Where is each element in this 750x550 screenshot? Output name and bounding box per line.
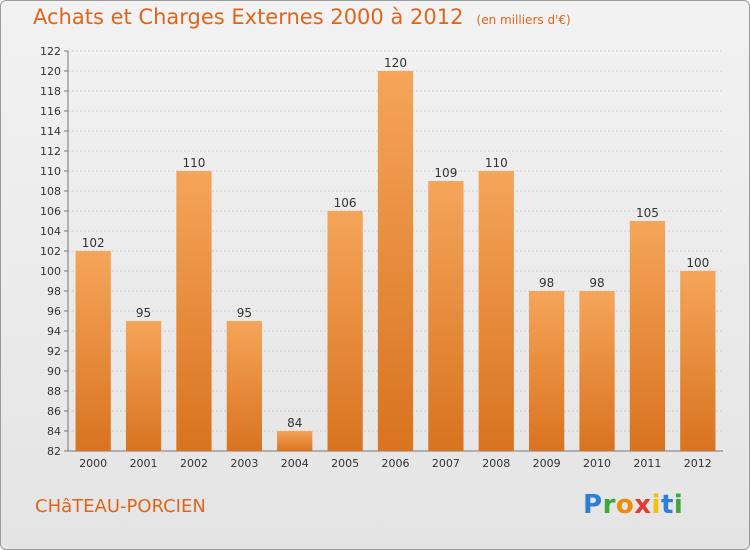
- data-label: 106: [334, 196, 357, 210]
- data-label: 102: [82, 236, 105, 250]
- data-label: 84: [287, 416, 302, 430]
- x-tick-label: 2003: [230, 457, 258, 470]
- bar-2005: [327, 211, 363, 451]
- x-tick-label: 2004: [281, 457, 309, 470]
- logo-letter: i: [651, 490, 661, 520]
- bar-2012: [680, 271, 716, 451]
- logo-letter: t: [660, 490, 674, 520]
- bars: [75, 71, 716, 451]
- x-tick-label: 2008: [482, 457, 510, 470]
- y-tick-label: 110: [40, 165, 61, 178]
- data-label: 95: [237, 306, 252, 320]
- data-label: 110: [485, 156, 508, 170]
- data-label: 98: [589, 276, 604, 290]
- y-tick-label: 94: [47, 325, 61, 338]
- y-tick-label: 90: [47, 365, 61, 378]
- y-tick-label: 102: [40, 245, 61, 258]
- bar-2000: [75, 251, 111, 451]
- bar-2007: [428, 181, 464, 451]
- bar-2008: [478, 171, 514, 451]
- y-tick-label: 114: [40, 125, 61, 138]
- bar-2001: [125, 321, 162, 451]
- data-label: 110: [183, 156, 206, 170]
- y-tick-label: 118: [40, 85, 61, 98]
- y-tick-label: 106: [40, 205, 61, 218]
- data-labels: 102 95 110 95 84 106 120 109 110 98 98 105 100: [82, 56, 710, 430]
- x-tick-label: 2001: [130, 457, 158, 470]
- x-tick-labels: 2000 2001 2002 2003 2004 2005 2006 2007 2008 2009…: [79, 457, 712, 470]
- data-label: 109: [434, 166, 457, 180]
- data-label: 98: [539, 276, 554, 290]
- y-tick-label: 88: [47, 385, 61, 398]
- y-tick-label: 112: [40, 145, 61, 158]
- bar-2002: [176, 171, 212, 451]
- bar-2003: [226, 321, 262, 451]
- y-tick-label: 92: [47, 345, 61, 358]
- x-tick-label: 2012: [684, 457, 712, 470]
- y-tick-label: 86: [47, 405, 61, 418]
- y-tick-label: 84: [47, 425, 61, 438]
- logo-letter: r: [602, 490, 616, 520]
- bar-2006: [377, 71, 414, 451]
- y-tick-label: 100: [40, 265, 61, 278]
- y-tick-labels: 82 84 86 88 90 92 94 96 98 100 102 104 106 108 110 112 1…: [40, 45, 61, 458]
- y-tick-label: 122: [40, 45, 61, 58]
- logo-letter: i: [673, 490, 684, 520]
- data-label: 100: [686, 256, 709, 270]
- chart-title: Achats et Charges Externes 2000 à 2012: [33, 5, 464, 29]
- y-tick-label: 96: [47, 305, 61, 318]
- y-tick-label: 82: [47, 445, 61, 458]
- bar-2004: [277, 431, 313, 451]
- x-tick-label: 2002: [180, 457, 208, 470]
- bar-2009: [529, 291, 565, 451]
- x-tick-label: 2006: [382, 457, 410, 470]
- y-tick-label: 108: [40, 185, 61, 198]
- commune-name: CHâTEAU-PORCIEN: [35, 496, 206, 517]
- x-tick-label: 2010: [583, 457, 611, 470]
- data-label: 120: [384, 56, 407, 70]
- bar-2011: [629, 221, 666, 451]
- x-tick-label: 2005: [331, 457, 359, 470]
- x-tick-label: 2000: [79, 457, 107, 470]
- y-tick-label: 120: [40, 65, 61, 78]
- y-tick-label: 98: [47, 285, 61, 298]
- logo-letter: P: [583, 490, 603, 520]
- bar-2010: [579, 291, 615, 451]
- logo-letter: o: [615, 490, 635, 520]
- x-tick-label: 2011: [633, 457, 661, 470]
- x-tick-label: 2009: [533, 457, 561, 470]
- logo-letter: x: [634, 490, 652, 520]
- proxiti-logo: Proxiti: [583, 490, 683, 520]
- y-tick-label: 116: [40, 105, 61, 118]
- data-label: 105: [636, 206, 659, 220]
- y-tick-label: 104: [40, 225, 61, 238]
- chart-subtitle: (en milliers d'€): [476, 13, 571, 27]
- title-block: Achats et Charges Externes 2000 à 2012 (…: [33, 5, 571, 29]
- data-label: 95: [136, 306, 151, 320]
- x-tick-label: 2007: [432, 457, 460, 470]
